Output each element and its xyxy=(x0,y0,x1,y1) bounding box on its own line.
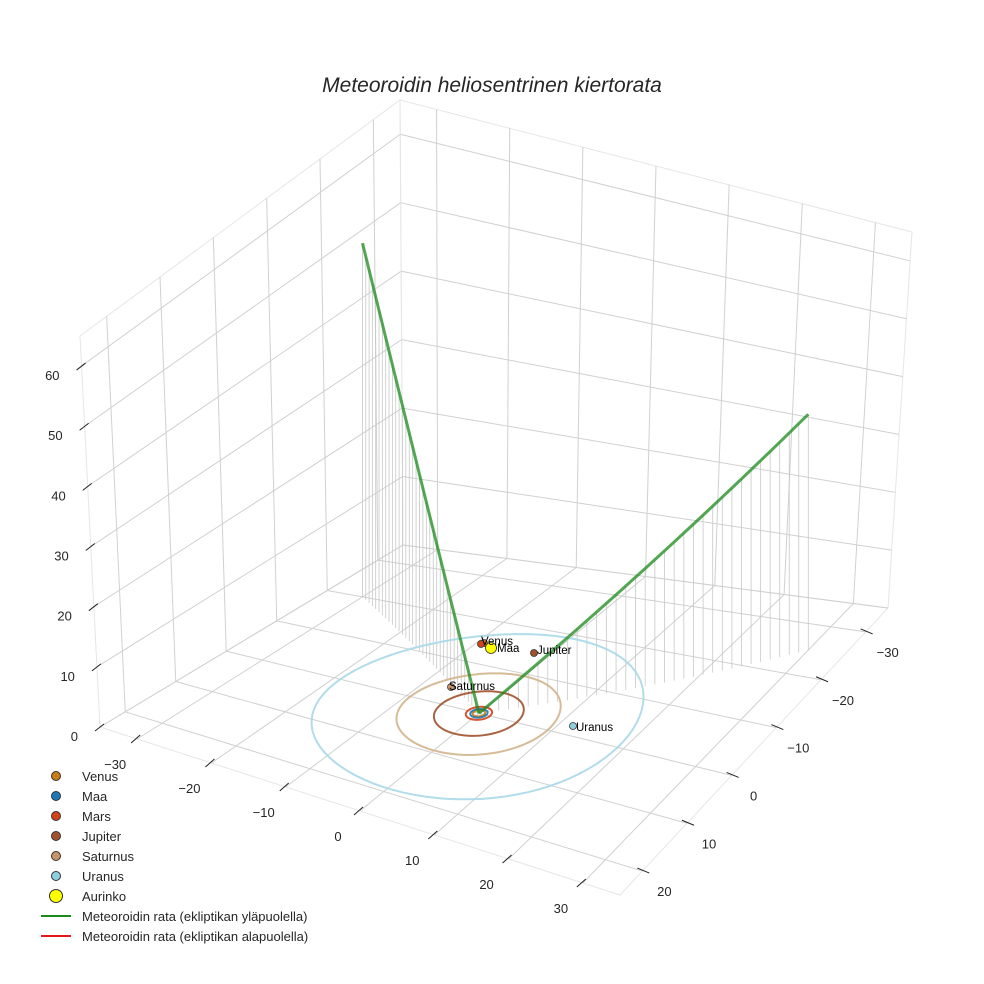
svg-text:0: 0 xyxy=(334,829,341,844)
svg-text:−20: −20 xyxy=(832,693,854,708)
legend-label: Mars xyxy=(82,808,111,824)
legend-label: Saturnus xyxy=(82,848,135,864)
svg-text:0: 0 xyxy=(750,788,757,803)
svg-text:10: 10 xyxy=(405,853,419,868)
svg-text:60: 60 xyxy=(45,368,59,383)
svg-text:Maa: Maa xyxy=(497,643,520,655)
svg-text:20: 20 xyxy=(57,609,71,624)
legend-label: Venus xyxy=(82,768,119,784)
svg-text:−20: −20 xyxy=(178,781,200,796)
svg-text:Jupiter: Jupiter xyxy=(537,645,572,657)
meteoroid-trajectory xyxy=(361,242,810,715)
svg-text:0: 0 xyxy=(71,729,78,744)
svg-text:20: 20 xyxy=(479,877,493,892)
maa-marker-icon xyxy=(51,791,61,801)
svg-text:−30: −30 xyxy=(877,645,899,660)
sun-marker-icon xyxy=(49,889,63,903)
legend-item-trajectory-above[interactable]: Meteoroidin rata (ekliptikan yläpuolella… xyxy=(36,906,308,926)
axis-ticks: −30 −20 −10 0 10 20 30 −30 −20 −10 0 10 20 0 10 20 30 40 5… xyxy=(45,362,899,916)
svg-text:−10: −10 xyxy=(787,741,809,756)
legend-item-venus[interactable]: Venus xyxy=(36,766,308,786)
venus-marker-icon xyxy=(51,771,61,781)
saturnus-marker-icon xyxy=(51,851,61,861)
svg-text:−10: −10 xyxy=(253,805,275,820)
legend-label: Uranus xyxy=(82,868,124,884)
legend-item-uranus[interactable]: Uranus xyxy=(36,866,308,886)
red-line-icon xyxy=(41,935,71,937)
uranus-marker-icon xyxy=(51,871,61,881)
legend-item-saturnus[interactable]: Saturnus xyxy=(36,846,308,866)
svg-text:40: 40 xyxy=(51,488,65,503)
legend-label: Meteoroidin rata (ekliptikan alapuolella… xyxy=(82,928,309,944)
svg-text:10: 10 xyxy=(702,836,716,851)
svg-text:Venus: Venus xyxy=(481,636,513,648)
legend: Venus Maa Mars Jupiter Saturnus Uranus A… xyxy=(36,766,308,946)
mars-marker-icon xyxy=(51,811,61,821)
svg-text:10: 10 xyxy=(60,669,74,684)
legend-item-aurinko[interactable]: Aurinko xyxy=(36,886,308,906)
legend-label: Jupiter xyxy=(82,828,122,844)
meteoroid-drop-lines xyxy=(362,243,809,712)
legend-item-mars[interactable]: Mars xyxy=(36,806,308,826)
legend-label: Meteoroidin rata (ekliptikan yläpuolella… xyxy=(82,908,308,924)
legend-item-jupiter[interactable]: Jupiter xyxy=(36,826,308,846)
planet-orbits xyxy=(310,633,645,801)
svg-text:Uranus: Uranus xyxy=(576,722,613,734)
green-line-icon xyxy=(41,915,71,917)
svg-text:−30: −30 xyxy=(104,757,126,772)
legend-label: Maa xyxy=(82,788,108,804)
legend-item-maa[interactable]: Maa xyxy=(36,786,308,806)
chart-title: Meteoroidin heliosentrinen kiertorata xyxy=(322,74,662,97)
legend-label: Aurinko xyxy=(82,888,127,904)
svg-text:30: 30 xyxy=(54,549,68,564)
jupiter-marker-icon xyxy=(51,831,61,841)
axis-grid xyxy=(79,99,913,896)
svg-text:30: 30 xyxy=(554,901,568,916)
legend-item-trajectory-below[interactable]: Meteoroidin rata (ekliptikan alapuolella… xyxy=(36,926,308,946)
svg-text:Saturnus: Saturnus xyxy=(449,681,495,693)
svg-text:50: 50 xyxy=(48,428,62,443)
svg-text:20: 20 xyxy=(657,884,671,899)
